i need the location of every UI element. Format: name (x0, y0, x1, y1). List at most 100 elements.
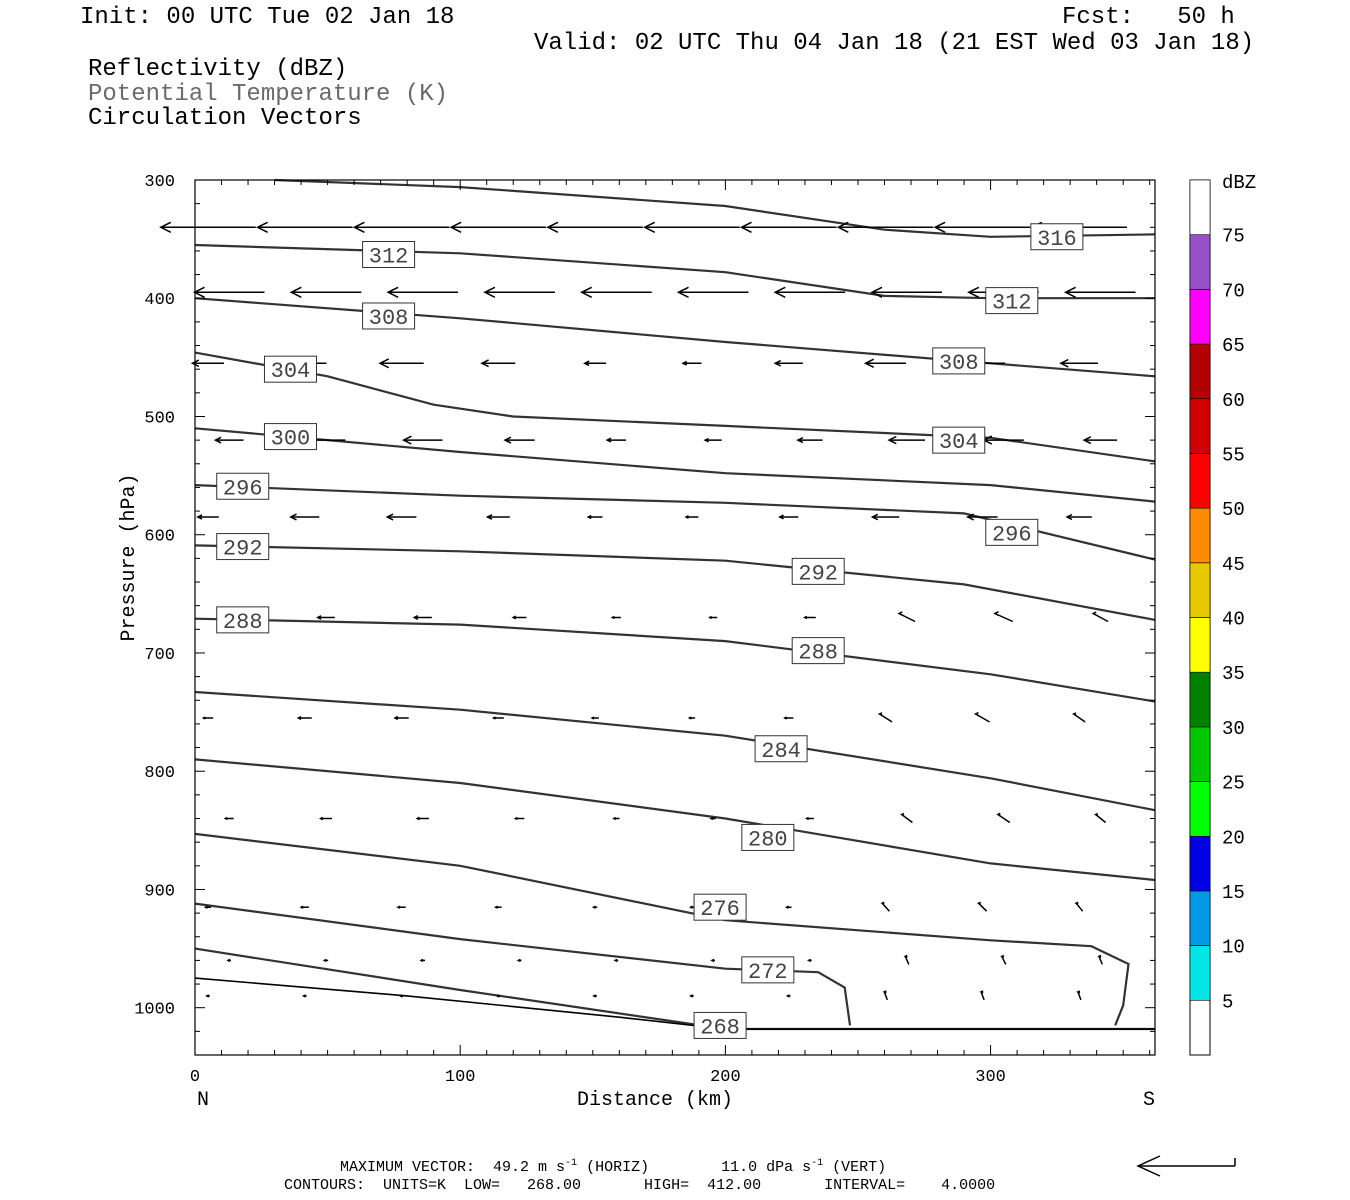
x-axis-label: Distance (km) (577, 1089, 733, 1112)
circulation-vector (159, 221, 256, 233)
circulation-vector (1091, 611, 1109, 623)
vector-head (807, 958, 812, 963)
vector-shaft (883, 991, 889, 1001)
circulation-vector (1059, 358, 1098, 368)
ground-line (194, 977, 1155, 1030)
plot-axes: 0 100 200 300 300 400 500 600 700 800 900 1000 N S Dis… (118, 173, 1156, 1112)
contour-label-box (362, 302, 416, 330)
vector-head (299, 905, 304, 909)
contour-label-304: 304 (263, 355, 317, 384)
circulation-vector (255, 221, 353, 233)
vector-head (973, 711, 979, 717)
vector-head (863, 358, 875, 368)
vector-head (689, 994, 694, 998)
colorbar-cell (1189, 289, 1211, 345)
circulation-vector (993, 611, 1014, 623)
vector-head (419, 958, 424, 963)
vector-head (393, 715, 399, 721)
colorbar-cell (1189, 453, 1211, 509)
circulation-vector (887, 435, 925, 445)
vector-head (223, 816, 228, 821)
circulation-vector (396, 905, 406, 909)
contour-label-308: 308 (932, 347, 986, 376)
theta-contour-268 (194, 947, 1155, 1031)
circulation-vector (495, 994, 501, 998)
colorbar-cell (1189, 671, 1211, 728)
circulation-vector (1082, 436, 1118, 445)
circulation-vector (681, 360, 702, 366)
circulation-vector (352, 221, 450, 233)
reflectivity-colorbar: 5 10 15 20 25 30 35 40 45 50 55 60 65 70 75 dBZ (1189, 172, 1256, 1056)
circulation-vector (483, 286, 555, 298)
contour-label-text: 316 (1037, 227, 1077, 252)
vector-head (511, 615, 517, 620)
circulation-vector (393, 715, 409, 721)
contour-label-text: 308 (939, 351, 979, 376)
contour-label-box (263, 423, 317, 451)
vector-head (610, 615, 615, 620)
contour-label-text: 276 (700, 897, 740, 922)
colorbar-label: 25 (1222, 773, 1245, 795)
vector-head (1072, 712, 1077, 716)
circulation-vector (610, 615, 621, 620)
circulation-vector (213, 436, 244, 444)
contour-label-box (741, 823, 795, 851)
vector-head (201, 716, 206, 720)
contour-label-text: 296 (992, 522, 1032, 547)
theta-contour-288 (194, 617, 1156, 703)
vector-head (480, 359, 489, 368)
theta-contour-316 (274, 178, 1156, 238)
colorbar-label: 45 (1222, 554, 1245, 576)
circulation-vector (485, 514, 510, 520)
x-end-label-north: N (197, 1089, 209, 1112)
contour-label-box (362, 240, 416, 268)
vector-head (996, 812, 1001, 817)
circulation-vector (192, 286, 265, 298)
circulation-vector (516, 958, 522, 963)
circulation-vector (773, 286, 846, 298)
vector-head (976, 901, 981, 905)
contour-label-272: 272 (741, 956, 795, 985)
vector-head (255, 221, 268, 233)
vector-head (592, 994, 597, 998)
theta-contours (194, 178, 1156, 1031)
circulation-vector (903, 954, 910, 965)
y-tick-label: 300 (144, 173, 175, 192)
contour-label-box (216, 472, 270, 500)
vector-head (1082, 436, 1092, 445)
contour-label-box (693, 1011, 747, 1039)
circulation-vector (401, 435, 443, 445)
vector-head (546, 221, 559, 233)
circulation-vector (687, 716, 696, 720)
contour-label-text: 284 (761, 739, 801, 764)
vector-head (1074, 901, 1079, 905)
colorbar-label: 75 (1222, 226, 1245, 248)
contour-label-box (754, 735, 808, 763)
circulation-vector (583, 360, 607, 367)
circulation-vector (773, 359, 803, 367)
circulation-vector (710, 958, 715, 963)
x-tick-label: 100 (445, 1068, 476, 1087)
contour-label-304: 304 (932, 426, 986, 455)
vector-head (503, 436, 512, 444)
max-vector-arrow (1136, 1155, 1236, 1177)
colorbar-label: 20 (1222, 827, 1245, 849)
circulation-vector (996, 812, 1011, 824)
theta-contour-300 (194, 427, 1156, 503)
contour-label-text: 312 (992, 291, 1032, 316)
circulation-vector (979, 990, 985, 1001)
y-tick-label: 500 (144, 409, 175, 428)
circulation-vector (415, 816, 429, 821)
colorbar-label: 50 (1222, 499, 1245, 521)
circulation-vector (1065, 513, 1092, 521)
vector-shaft (1077, 991, 1082, 1001)
vector-shaft (980, 991, 985, 1001)
vector-head (396, 905, 401, 909)
vector-head (378, 358, 390, 369)
contour-label-text: 268 (700, 1015, 740, 1040)
vector-head (159, 221, 172, 233)
circulation-vector (201, 716, 214, 720)
circulation-vector (196, 514, 219, 520)
contour-label-box (985, 287, 1039, 315)
